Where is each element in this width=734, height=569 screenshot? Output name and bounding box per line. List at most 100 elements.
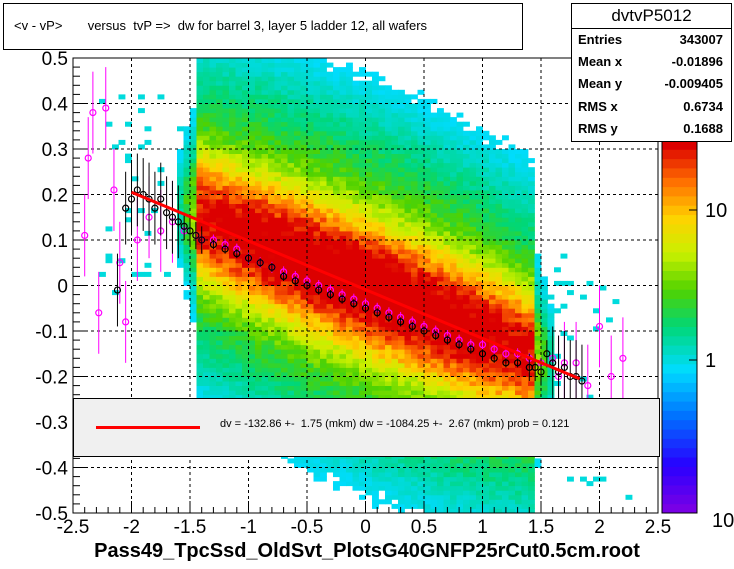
- heatmap-cell: [242, 176, 249, 182]
- heatmap-cell: [391, 89, 399, 95]
- heatmap-cell: [203, 358, 210, 364]
- heatmap-cell: [229, 367, 236, 373]
- heatmap-cell: [261, 126, 269, 132]
- heatmap-cell: [326, 185, 334, 191]
- heatmap-cell: [268, 149, 275, 154]
- heatmap-cell: [502, 240, 509, 245]
- heatmap-cell: [508, 303, 516, 309]
- heatmap-cell: [456, 221, 464, 227]
- heatmap-cell: [469, 285, 477, 291]
- heatmap-cell: [352, 117, 360, 123]
- heatmap-cell: [333, 321, 340, 327]
- heatmap-cell: [463, 194, 470, 200]
- heatmap-cell: [443, 126, 451, 132]
- heatmap-cell: [300, 390, 308, 396]
- heatmap-cell: [222, 180, 230, 186]
- heatmap-cell: [274, 158, 282, 164]
- heatmap-cell: [196, 308, 204, 314]
- heatmap-cell: [489, 158, 496, 164]
- heatmap-cell: [352, 208, 360, 214]
- heatmap-cell: [411, 189, 418, 195]
- heatmap-cell: [495, 240, 503, 245]
- heatmap-cell: [203, 185, 210, 191]
- heatmap-cell: [372, 230, 379, 236]
- heatmap-cell: [320, 76, 327, 82]
- heatmap-cell: [391, 258, 399, 264]
- heatmap-cell: [430, 144, 438, 150]
- heatmap-cell: [255, 135, 262, 141]
- heatmap-cell: [404, 94, 412, 100]
- heatmap-cell: [248, 112, 256, 118]
- heatmap-cell: [489, 390, 496, 396]
- heatmap-cell: [235, 85, 243, 91]
- heatmap-cell: [216, 271, 223, 277]
- heatmap-cell: [372, 362, 379, 368]
- heatmap-cell: [450, 121, 457, 127]
- heatmap-cell: [313, 349, 321, 355]
- heatmap-cell: [411, 362, 418, 368]
- heatmap-cell: [346, 244, 353, 250]
- heatmap-cell: [385, 153, 392, 159]
- heatmap-cell: [443, 362, 451, 368]
- heatmap-cell: [261, 280, 269, 286]
- heatmap-cell: [229, 258, 236, 264]
- heatmap-cell: [242, 299, 249, 305]
- heatmap-cell: [203, 335, 210, 341]
- heatmap-cell: [352, 153, 360, 159]
- heatmap-cell: [359, 335, 366, 341]
- heatmap-cell: [417, 472, 425, 478]
- heatmap-cell: [274, 139, 282, 145]
- heatmap-cell: [268, 312, 275, 318]
- heatmap-cell: [430, 299, 438, 305]
- heatmap-cell: [255, 294, 262, 300]
- heatmap-cell: [404, 481, 412, 487]
- heatmap-cell: [346, 385, 353, 391]
- heatmap-cell: [560, 253, 568, 259]
- heatmap-cell: [437, 144, 444, 150]
- heatmap-cell: [235, 299, 243, 305]
- heatmap-cell: [229, 180, 236, 186]
- heatmap-cell: [398, 208, 405, 214]
- heatmap-cell: [521, 290, 529, 296]
- heatmap-cell: [313, 476, 321, 482]
- heatmap-cell: [476, 244, 483, 250]
- heatmap-cell: [255, 199, 262, 204]
- heatmap-cell: [320, 144, 327, 150]
- heatmap-cell: [222, 253, 230, 259]
- heatmap-cell: [365, 249, 373, 255]
- heatmap-cell: [99, 98, 106, 104]
- heatmap-cell: [365, 390, 373, 396]
- heatmap-cell: [281, 76, 288, 82]
- heatmap-cell: [352, 394, 360, 400]
- heatmap-cell: [274, 203, 282, 209]
- heatmap-cell: [287, 212, 295, 218]
- heatmap-cell: [281, 344, 288, 350]
- heatmap-cell: [216, 321, 223, 327]
- heatmap-cell: [385, 458, 392, 464]
- heatmap-cell: [495, 458, 503, 464]
- heatmap-cell: [443, 153, 451, 159]
- heatmap-cell: [287, 89, 295, 95]
- heatmap-cell: [417, 353, 425, 359]
- heatmap-cell: [580, 294, 587, 300]
- heatmap-cell: [105, 121, 113, 127]
- heatmap-cell: [456, 371, 464, 377]
- heatmap-cell: [333, 221, 340, 227]
- heatmap-cell: [482, 162, 490, 168]
- heatmap-cell: [294, 394, 301, 400]
- heatmap-cell: [235, 394, 243, 400]
- heatmap-cell: [404, 230, 412, 236]
- heatmap-cell: [599, 285, 607, 291]
- heatmap-cell: [307, 249, 314, 255]
- heatmap-cell: [216, 221, 223, 227]
- heatmap-cell: [404, 158, 412, 164]
- heatmap-cell: [274, 299, 282, 305]
- heatmap-cell: [320, 253, 327, 259]
- heatmap-cell: [320, 290, 327, 296]
- heatmap-cell: [424, 121, 431, 127]
- heatmap-cell: [320, 476, 327, 482]
- heatmap-cell: [417, 235, 425, 241]
- heatmap-cell: [469, 476, 477, 482]
- heatmap-cell: [352, 212, 360, 218]
- heatmap-cell: [339, 226, 347, 232]
